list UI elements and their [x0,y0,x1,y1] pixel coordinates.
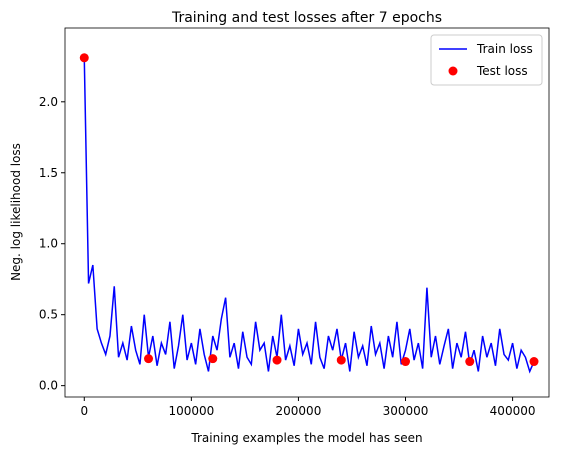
test-point [144,354,154,364]
y-tick-label: 0.5 [39,308,58,322]
y-tick-label: 2.0 [39,95,58,109]
legend-label: Train loss [476,42,533,56]
x-tick-label: 200000 [276,404,322,418]
x-tick-label: 400000 [490,404,536,418]
x-tick-label: 0 [80,404,88,418]
test-point [401,357,411,367]
x-axis-label: Training examples the model has seen [190,431,422,445]
x-tick-label: 100000 [168,404,214,418]
legend-swatch [448,66,458,76]
test-point [465,357,475,367]
test-point [208,354,218,364]
chart-title: Training and test losses after 7 epochs [171,10,442,26]
test-point [336,355,346,365]
train-line [83,57,535,374]
y-tick-label: 0.0 [39,379,58,393]
legend-box [430,34,543,86]
y-tick-label: 1.0 [39,237,58,251]
legend-label: Test loss [476,64,528,78]
test-point [79,53,89,63]
plot-frame [64,27,550,398]
test-point [272,355,282,365]
y-axis-label: Neg. log likelihood loss [9,143,23,281]
test-point [529,357,539,367]
x-tick-label: 300000 [383,404,429,418]
y-tick-label: 1.5 [39,166,58,180]
